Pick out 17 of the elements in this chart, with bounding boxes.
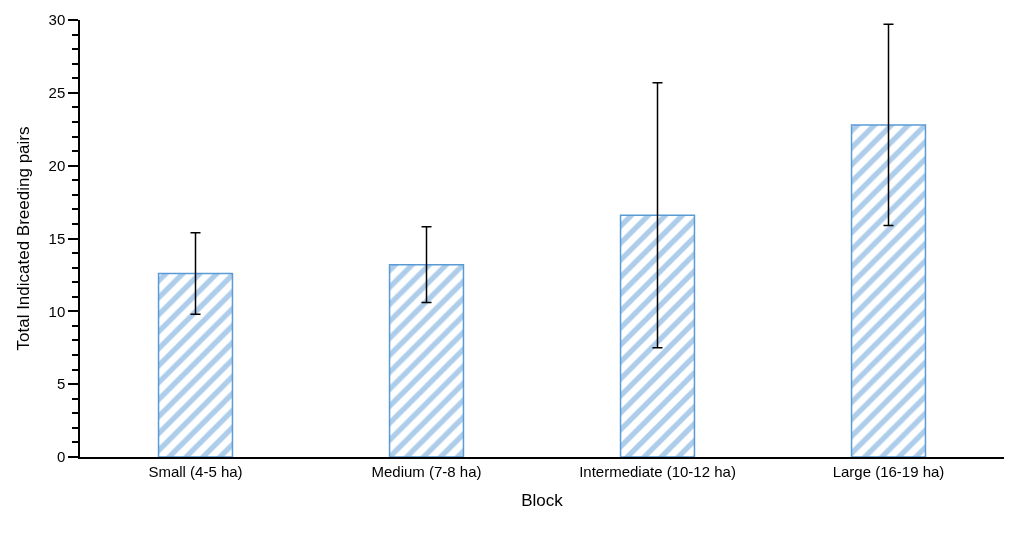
x-tick-label: Medium (7-8 ha)	[371, 462, 482, 480]
x-tick-label: Small (4-5 ha)	[148, 462, 243, 480]
x-axis-title: Block	[521, 490, 564, 510]
y-tick-label: 30	[48, 11, 66, 29]
bar	[619, 214, 696, 457]
bar	[850, 124, 927, 457]
x-tick-label: Large (16-19 ha)	[832, 462, 945, 480]
y-tick-label: 5	[56, 375, 66, 393]
x-tick-label: Intermediate (10-12 ha)	[579, 462, 736, 480]
bar	[157, 272, 234, 457]
y-tick-label: 25	[48, 84, 66, 102]
y-axis-title: Total Indicated Breeding pairs	[13, 126, 33, 351]
bar	[388, 263, 465, 457]
y-tick-label: 20	[48, 156, 66, 174]
y-tick-label: 15	[48, 229, 66, 247]
y-tick-label: 10	[48, 302, 66, 320]
y-tick-label: 0	[56, 448, 66, 466]
